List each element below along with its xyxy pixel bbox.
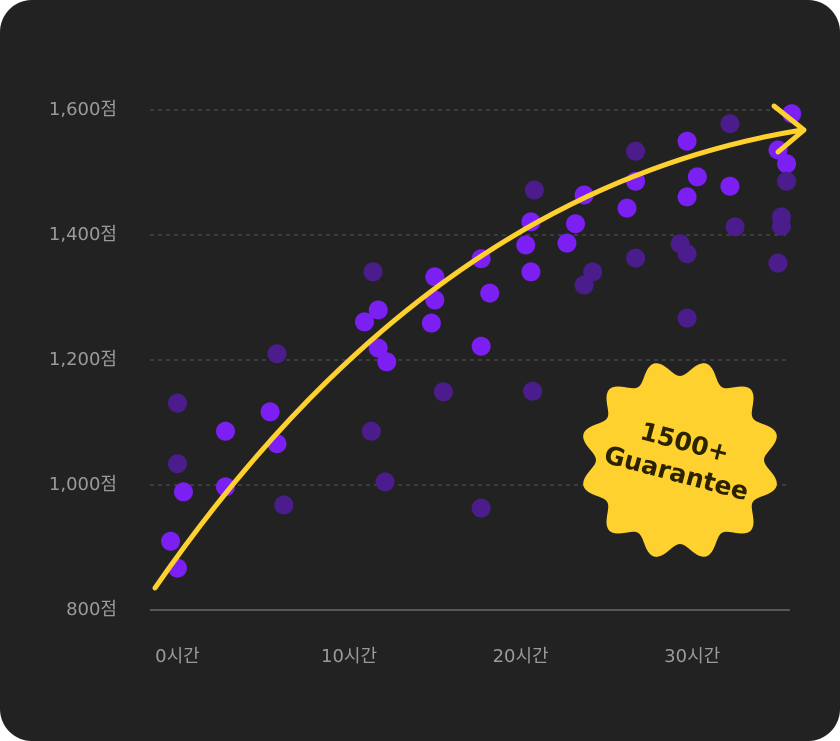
point bbox=[433, 382, 453, 402]
point bbox=[215, 477, 235, 497]
point bbox=[377, 352, 397, 372]
point bbox=[687, 167, 707, 187]
point bbox=[215, 421, 235, 441]
point bbox=[471, 498, 491, 518]
point bbox=[274, 495, 294, 515]
point bbox=[161, 531, 181, 551]
point bbox=[725, 217, 745, 237]
arrow-head bbox=[771, 103, 807, 155]
point bbox=[363, 262, 383, 282]
point bbox=[777, 171, 797, 191]
x-tick-label: 0시간 bbox=[155, 646, 200, 667]
point bbox=[617, 198, 637, 218]
y-tick-label: 1,400점 bbox=[49, 224, 117, 245]
badge: 1500+ Guarantee bbox=[583, 363, 777, 557]
point bbox=[574, 275, 594, 295]
point bbox=[167, 454, 187, 474]
badge-shape bbox=[583, 363, 777, 557]
point bbox=[516, 235, 536, 255]
point bbox=[524, 180, 544, 200]
x-tick-label: 10시간 bbox=[321, 646, 377, 667]
point bbox=[557, 233, 577, 253]
point bbox=[677, 308, 697, 328]
point bbox=[421, 313, 441, 333]
point bbox=[425, 267, 445, 287]
y-tick-label: 1,600점 bbox=[49, 99, 117, 120]
point bbox=[677, 187, 697, 207]
point bbox=[771, 216, 791, 236]
point bbox=[677, 244, 697, 264]
point bbox=[267, 344, 287, 364]
point bbox=[521, 262, 541, 282]
grid: 800점 1,000점 1,200점 1,400점 1,600점 0시간 10시간 20시간 3… bbox=[49, 99, 790, 667]
point bbox=[260, 402, 280, 422]
x-tick-label: 20시간 bbox=[493, 646, 549, 667]
y-tick-label: 1,000점 bbox=[49, 474, 117, 495]
point bbox=[167, 393, 187, 413]
point bbox=[626, 248, 646, 268]
y-tick-label: 800점 bbox=[66, 599, 117, 620]
point bbox=[523, 381, 543, 401]
point bbox=[720, 176, 740, 196]
point bbox=[368, 338, 388, 358]
point bbox=[368, 300, 388, 320]
y-tick-label: 1,200점 bbox=[49, 349, 117, 370]
point bbox=[173, 482, 193, 502]
point bbox=[720, 114, 740, 134]
point bbox=[480, 283, 500, 303]
point bbox=[626, 141, 646, 161]
x-tick-label: 30시간 bbox=[664, 646, 720, 667]
point bbox=[768, 253, 788, 273]
point bbox=[375, 472, 395, 492]
points bbox=[161, 104, 802, 578]
point bbox=[677, 131, 697, 151]
point bbox=[361, 421, 381, 441]
point bbox=[354, 312, 374, 332]
point bbox=[777, 154, 797, 174]
point bbox=[566, 214, 586, 234]
point bbox=[471, 336, 491, 356]
trend-arrow bbox=[152, 127, 805, 591]
